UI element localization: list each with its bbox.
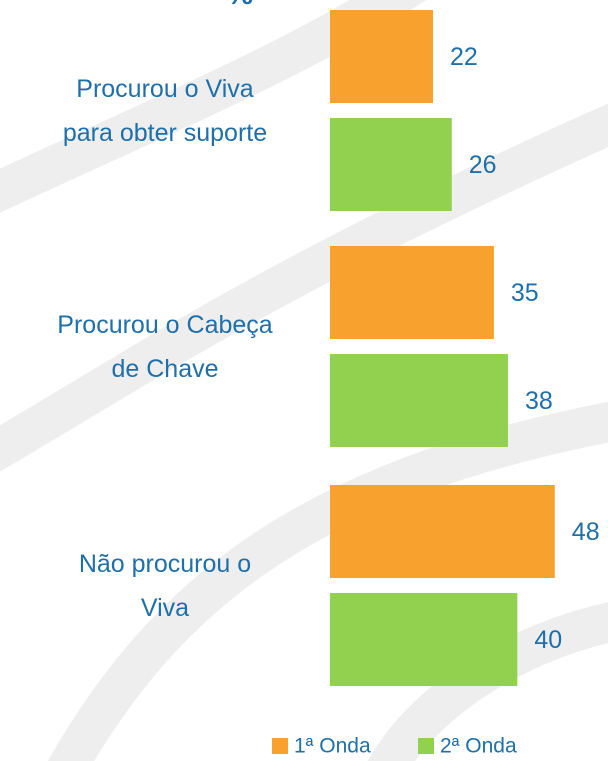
value-label: 22 xyxy=(450,43,478,71)
category-label: Procurou o Viva para obter suporte xyxy=(62,74,268,147)
bar xyxy=(330,354,508,447)
value-label: 35 xyxy=(511,279,539,307)
legend-swatch xyxy=(272,738,288,754)
category-label: Não procurou o Viva xyxy=(78,549,252,622)
category-label-box: Procurou o Viva para obter suporte xyxy=(62,74,268,147)
chart-title: % xyxy=(227,0,254,11)
value-label: 40 xyxy=(534,626,562,654)
bar xyxy=(330,593,518,686)
value-label: 38 xyxy=(525,387,553,415)
legend-label: 2ª Onda xyxy=(440,735,517,758)
value-label: 48 xyxy=(572,518,600,546)
category-label-box: Procurou o Cabeça de Chave xyxy=(57,310,273,383)
bar xyxy=(330,10,434,103)
legend-label: 1ª Onda xyxy=(294,735,371,758)
value-label: 26 xyxy=(469,151,497,179)
category-label: Procurou o Cabeça de Chave xyxy=(57,310,273,383)
category-label-box: Não procurou o Viva xyxy=(78,549,252,622)
bar xyxy=(330,246,494,339)
legend-swatch xyxy=(418,738,434,754)
bar xyxy=(330,485,555,578)
bar xyxy=(330,118,452,211)
